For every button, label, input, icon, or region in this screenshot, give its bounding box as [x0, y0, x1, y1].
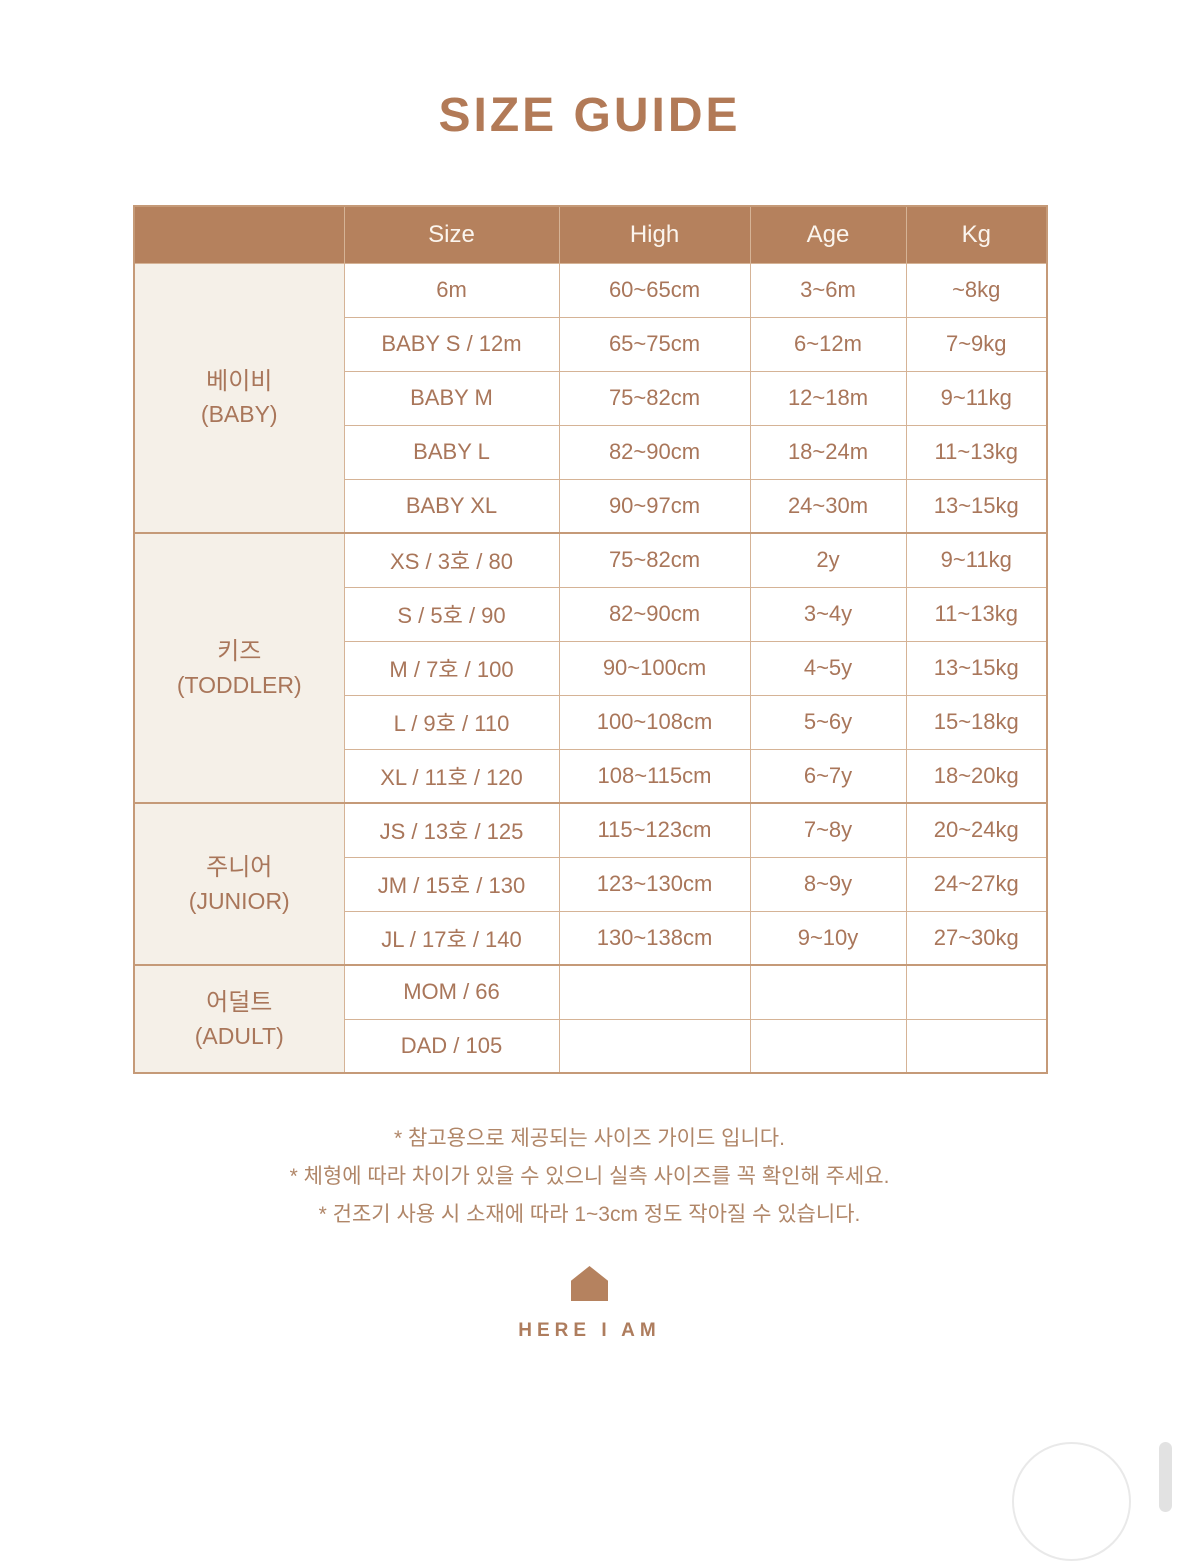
table-row: BABY S / 12m 65~75cm 6~12m 7~9kg — [134, 316, 1048, 372]
table-row: XL / 11호 / 120 108~115cm 6~7y 18~20kg — [134, 748, 1048, 804]
table-cell: 7~8y — [749, 802, 907, 858]
group-label-adult: 어덜트 (ADULT) — [133, 964, 345, 1074]
table-cell: 8~9y — [749, 856, 907, 912]
size-table-body: 베이비 (BABY) 6m 60~65cm 3~6m ~8kg BABY S / 12m 65… — [133, 262, 1048, 1074]
page-title: SIZE GUIDE — [438, 89, 741, 142]
table-cell: ~8kg — [905, 262, 1048, 318]
column-header-size: Size — [343, 205, 560, 264]
column-header-high: High — [558, 205, 751, 264]
scrollbar-thumb[interactable] — [1159, 1442, 1172, 1512]
table-cell: 20~24kg — [905, 802, 1048, 858]
table-cell — [558, 1018, 751, 1074]
table-cell: 13~15kg — [905, 478, 1048, 534]
column-header-age: Age — [749, 205, 907, 264]
table-cell: JL / 17호 / 140 — [343, 910, 560, 966]
table-cell: 115~123cm — [558, 802, 751, 858]
table-cell: 11~13kg — [905, 424, 1048, 480]
table-cell: 9~11kg — [905, 370, 1048, 426]
table-cell: 2y — [749, 532, 907, 588]
table-cell: 12~18m — [749, 370, 907, 426]
group-label-baby: 베이비 (BABY) — [133, 262, 345, 534]
table-row: 베이비 (BABY) 6m 60~65cm 3~6m ~8kg — [133, 262, 1048, 534]
brand-name: HERE I AM — [518, 1320, 661, 1341]
table-cell: BABY S / 12m — [343, 316, 560, 372]
footnote-line: * 참고용으로 제공되는 사이즈 가이드 입니다. — [394, 1127, 785, 1150]
table-cell: 4~5y — [749, 640, 907, 696]
column-header-kg: Kg — [905, 205, 1048, 264]
table-cell: 82~90cm — [558, 586, 751, 642]
table-row: 어덜트 (ADULT) MOM / 66 — [133, 964, 1048, 1074]
table-cell: 90~97cm — [558, 478, 751, 534]
table-cell — [905, 1018, 1048, 1074]
group-label-junior: 주니어 (JUNIOR) — [133, 802, 345, 966]
table-row: JL / 17호 / 140 130~138cm 9~10y 27~30kg — [134, 910, 1048, 966]
table-cell — [558, 964, 751, 1020]
table-cell: JS / 13호 / 125 — [343, 802, 560, 858]
table-cell — [749, 964, 907, 1020]
table-cell: 6~12m — [749, 316, 907, 372]
table-cell: MOM / 66 — [343, 964, 560, 1020]
table-cell: 9~10y — [749, 910, 907, 966]
table-cell: 9~11kg — [905, 532, 1048, 588]
size-guide-table-container: Size High Age Kg 베이비 (BABY) 6m 60~65cm 3~6m ~… — [133, 205, 1048, 1074]
footnote-line: * 건조기 사용 시 소재에 따라 1~3cm 정도 작아질 수 있습니다. — [318, 1203, 861, 1226]
table-cell: 90~100cm — [558, 640, 751, 696]
table-cell: 15~18kg — [905, 694, 1048, 750]
footnote-line: * 체형에 따라 차이가 있을 수 있으니 실측 사이즈를 꼭 확인해 주세요. — [289, 1165, 890, 1188]
table-cell: 60~65cm — [558, 262, 751, 318]
table-row: 키즈 (TODDLER) XS / 3호 / 80 75~82cm 2y 9~11kg — [133, 532, 1048, 804]
table-cell: 18~24m — [749, 424, 907, 480]
table-cell: XL / 11호 / 120 — [343, 748, 560, 804]
table-cell: JM / 15호 / 130 — [343, 856, 560, 912]
table-cell: S / 5호 / 90 — [343, 586, 560, 642]
size-guide-table: Size High Age Kg 베이비 (BABY) 6m 60~65cm 3~6m ~… — [133, 205, 1048, 1074]
table-cell: BABY XL — [343, 478, 560, 534]
table-row: BABY M 75~82cm 12~18m 9~11kg — [134, 370, 1048, 426]
table-cell: 75~82cm — [558, 532, 751, 588]
table-row: DAD / 105 — [134, 1018, 1048, 1074]
table-cell: 100~108cm — [558, 694, 751, 750]
table-cell: 24~27kg — [905, 856, 1048, 912]
table-cell: DAD / 105 — [343, 1018, 560, 1074]
table-cell: 3~4y — [749, 586, 907, 642]
table-cell: 7~9kg — [905, 316, 1048, 372]
table-row: BABY L 82~90cm 18~24m 11~13kg — [134, 424, 1048, 480]
table-row: M / 7호 / 100 90~100cm 4~5y 13~15kg — [134, 640, 1048, 696]
table-cell: 65~75cm — [558, 316, 751, 372]
table-cell: BABY L — [343, 424, 560, 480]
table-cell: M / 7호 / 100 — [343, 640, 560, 696]
house-icon — [571, 1266, 608, 1301]
table-cell: BABY M — [343, 370, 560, 426]
table-cell — [905, 964, 1048, 1020]
table-cell: 11~13kg — [905, 586, 1048, 642]
table-row: 주니어 (JUNIOR) JS / 13호 / 125 115~123cm 7~8y 20… — [133, 802, 1048, 966]
table-cell: 13~15kg — [905, 640, 1048, 696]
table-cell: 18~20kg — [905, 748, 1048, 804]
table-row: L / 9호 / 110 100~108cm 5~6y 15~18kg — [134, 694, 1048, 750]
table-cell: 82~90cm — [558, 424, 751, 480]
table-cell — [749, 1018, 907, 1074]
table-cell: 123~130cm — [558, 856, 751, 912]
table-cell: 108~115cm — [558, 748, 751, 804]
group-label-toddler: 키즈 (TODDLER) — [133, 532, 345, 804]
table-row: S / 5호 / 90 82~90cm 3~4y 11~13kg — [134, 586, 1048, 642]
table-cell: L / 9호 / 110 — [343, 694, 560, 750]
table-cell: 5~6y — [749, 694, 907, 750]
footnotes: * 참고용으로 제공되는 사이즈 가이드 입니다. * 체형에 따라 차이가 있을… — [0, 1120, 1179, 1234]
table-cell: 6m — [343, 262, 560, 318]
table-cell: 24~30m — [749, 478, 907, 534]
table-header-row: Size High Age Kg — [133, 205, 1048, 264]
table-cell: 27~30kg — [905, 910, 1048, 966]
column-header-group — [133, 205, 345, 264]
table-cell: 130~138cm — [558, 910, 751, 966]
brand-logo: HERE I AM — [0, 1266, 1179, 1342]
table-cell: 3~6m — [749, 262, 907, 318]
table-cell: XS / 3호 / 80 — [343, 532, 560, 588]
table-cell: 6~7y — [749, 748, 907, 804]
scroll-top-button[interactable] — [1012, 1442, 1131, 1561]
table-cell: 75~82cm — [558, 370, 751, 426]
